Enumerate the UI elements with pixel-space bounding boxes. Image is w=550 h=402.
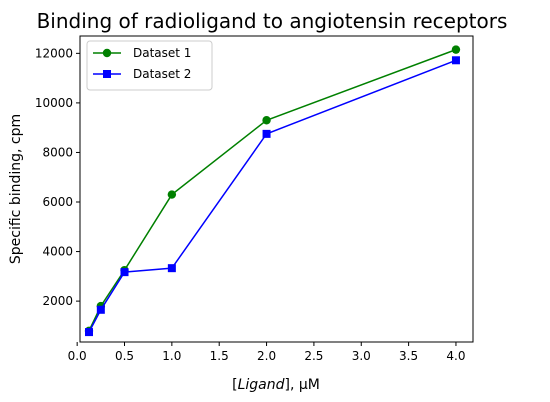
x-tick-label: 0.0 (68, 349, 87, 363)
data-point (167, 264, 176, 273)
y-tick-label: 12000 (35, 46, 73, 60)
legend-marker (103, 70, 111, 78)
data-point (120, 268, 129, 277)
y-axis-label: Specific binding, cpm (8, 114, 24, 264)
data-point (167, 190, 177, 199)
x-tick-label: 0.5 (115, 349, 134, 363)
x-axis: 0.0 0.5 1.0 1.5 2.0 2.5 3.0 3.5 4.0 (68, 342, 466, 363)
y-tick-label: 10000 (35, 96, 73, 110)
data-point (262, 116, 271, 125)
x-tick-label: 2.5 (304, 349, 323, 363)
data-point (451, 45, 461, 54)
chart-title: Binding of radioligand to angiotensin re… (37, 9, 508, 33)
series-line-1 (88, 48, 457, 332)
legend-label: Dataset 2 (133, 67, 191, 81)
x-tick-label: 3.5 (399, 349, 418, 363)
x-axis-label: [Ligand], µM (232, 377, 320, 393)
x-tick-label: 1.0 (162, 349, 181, 363)
legend-label: Dataset 1 (133, 46, 191, 60)
x-tick-label: 3.0 (352, 349, 371, 363)
plot-area: 0.0 0.5 1.0 1.5 2.0 2.5 3.0 3.5 4.0 2000 4000 6000… (35, 35, 474, 363)
y-tick-label: 4000 (42, 245, 73, 259)
x-tick-label: 4.0 (446, 349, 465, 363)
y-tick-label: 2000 (42, 294, 73, 308)
y-tick-label: 6000 (42, 195, 73, 209)
y-axis: 2000 4000 6000 8000 10000 12000 (35, 46, 80, 308)
x-tick-label: 2.0 (257, 349, 276, 363)
legend: Dataset 1 Dataset 2 (86, 40, 213, 91)
x-tick-label: 1.5 (210, 349, 229, 363)
y-tick-label: 8000 (42, 145, 73, 159)
data-point (262, 129, 271, 138)
legend-marker (102, 48, 112, 58)
data-point (84, 328, 93, 337)
data-point (96, 305, 105, 314)
series-layer (84, 45, 461, 337)
plot-frame (79, 35, 474, 343)
series-line-2 (88, 59, 457, 333)
data-point (451, 56, 460, 65)
